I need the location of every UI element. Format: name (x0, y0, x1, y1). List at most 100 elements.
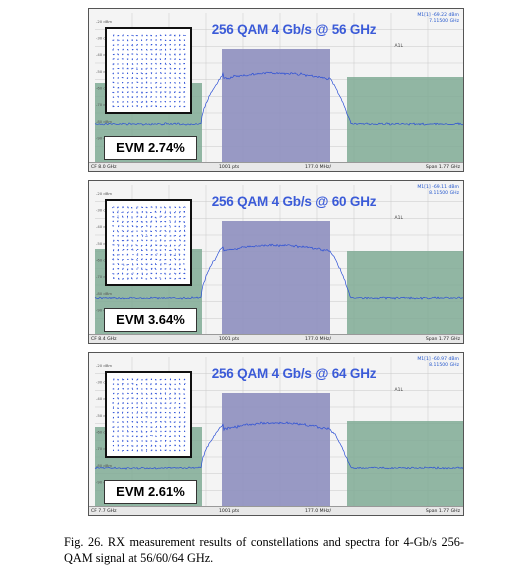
marker-frequency: 8.11500 GHz (429, 191, 459, 196)
constellation-point (183, 58, 185, 60)
y-tick-label: -20 dBm (96, 19, 112, 24)
constellation-point (150, 449, 152, 451)
constellation-point (174, 54, 176, 56)
constellation-point (170, 245, 171, 246)
constellation-point (174, 248, 176, 250)
constellation-point (169, 58, 171, 60)
constellation-point (127, 97, 129, 98)
constellation-point (169, 245, 171, 247)
constellation-point (131, 426, 133, 428)
constellation-point (183, 445, 185, 447)
constellation-point (160, 445, 161, 447)
constellation-point (165, 77, 166, 79)
constellation-point (146, 411, 148, 413)
constellation-point (179, 254, 180, 256)
constellation-point (174, 225, 176, 227)
constellation-point (142, 235, 143, 237)
constellation-point (117, 206, 119, 208)
constellation-point (183, 216, 184, 218)
constellation-point (165, 407, 167, 409)
constellation-point (112, 73, 114, 75)
constellation-point (175, 249, 177, 250)
constellation-point (137, 264, 138, 265)
constellation-point (131, 82, 133, 83)
constellation-point (164, 221, 166, 222)
constellation-point (150, 82, 152, 84)
constellation-point (142, 445, 143, 447)
constellation-point (131, 245, 133, 246)
constellation-point (179, 54, 180, 56)
constellation-point (141, 250, 143, 251)
marker-frequency: 8.11500 GHz (429, 363, 459, 368)
constellation-point (137, 411, 138, 413)
constellation-point (141, 211, 143, 213)
constellation-point (131, 211, 133, 213)
constellation-point (169, 277, 171, 279)
constellation-point (174, 58, 176, 60)
y-tick-label: -40 dBm (96, 396, 112, 401)
constellation-point (175, 48, 177, 50)
constellation-point (122, 278, 124, 279)
constellation-point (136, 450, 138, 452)
constellation-point (150, 221, 151, 223)
constellation-point (155, 235, 157, 237)
constellation-point (127, 278, 128, 280)
constellation-point (132, 407, 134, 408)
analyzer-status-bar: CF 7.7 GHz 1001 pts 177.0 MHz/ Span 1.77… (89, 506, 463, 515)
constellation-point (174, 39, 176, 41)
constellation-point (141, 449, 143, 451)
constellation-point (183, 72, 185, 74)
constellation-point (113, 244, 115, 246)
constellation-point (174, 440, 176, 441)
constellation-point (146, 403, 148, 404)
constellation-point (132, 63, 134, 65)
constellation-point (151, 206, 152, 208)
constellation-point (146, 244, 147, 246)
constellation-point (169, 230, 171, 232)
constellation-point (112, 207, 113, 209)
constellation-point (132, 445, 134, 447)
constellation-point (112, 244, 114, 246)
constellation-point (136, 105, 138, 107)
constellation-point (155, 44, 157, 45)
constellation-point (179, 406, 181, 408)
constellation-point (131, 68, 133, 70)
constellation-point (184, 383, 186, 385)
constellation-point (164, 216, 166, 218)
constellation-point (150, 68, 152, 70)
constellation-point (136, 277, 138, 279)
constellation-point (179, 440, 181, 442)
constellation-point (131, 211, 133, 213)
constellation-point (146, 95, 147, 97)
constellation-point (155, 379, 157, 380)
constellation-point (146, 273, 147, 275)
constellation-point (150, 426, 152, 428)
constellation-point (127, 101, 129, 103)
constellation-point (175, 231, 177, 232)
constellation-point (150, 431, 152, 432)
constellation-point (136, 407, 138, 409)
constellation-point (112, 235, 114, 237)
constellation-point (178, 444, 180, 446)
constellation-point (151, 63, 153, 65)
constellation-point (164, 268, 166, 270)
constellation-point (112, 105, 114, 107)
constellation-point (178, 226, 180, 228)
constellation-point (174, 397, 176, 399)
constellation-point (122, 388, 124, 389)
constellation-point (174, 278, 176, 280)
constellation-point (160, 67, 162, 69)
constellation-point (117, 63, 119, 65)
constellation-point (170, 212, 171, 214)
constellation-point (113, 255, 115, 256)
constellation-point (146, 449, 148, 451)
constellation-point (160, 63, 161, 64)
constellation-point (155, 445, 157, 447)
constellation-point (113, 250, 114, 252)
constellation-point (141, 263, 142, 265)
constellation-point (150, 49, 152, 51)
frequency-span: Span 1.77 GHz (425, 337, 460, 342)
constellation-point (179, 245, 181, 246)
constellation-point (178, 278, 180, 279)
constellation-point (145, 416, 147, 418)
